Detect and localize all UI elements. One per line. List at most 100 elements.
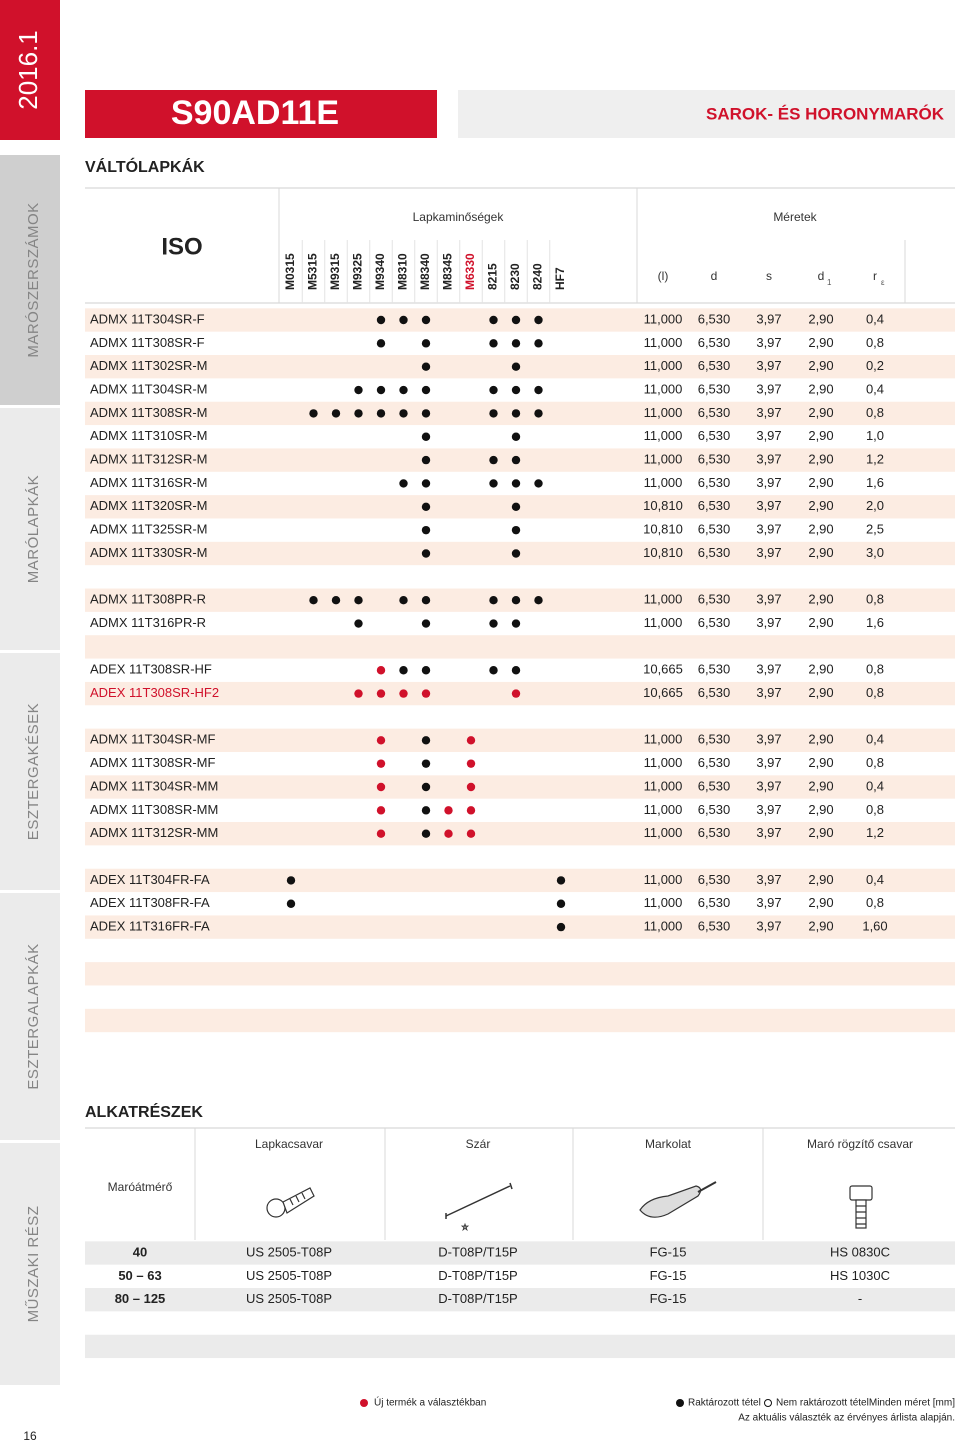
availability-dot xyxy=(421,736,431,745)
dimension: 2,90 xyxy=(808,358,833,373)
iso-code: ADMX 11T308PR-R xyxy=(90,592,206,607)
part-code: US 2505-T08P xyxy=(246,1244,332,1259)
dimension: 11,000 xyxy=(644,778,683,793)
part-code: US 2505-T08P xyxy=(246,1291,332,1306)
dimension: 6,530 xyxy=(698,335,731,350)
dimension: 11,000 xyxy=(644,872,683,887)
availability-dot xyxy=(511,525,521,535)
grade-name: M8345 xyxy=(441,253,455,290)
availability-dot xyxy=(511,315,521,325)
availability-dot xyxy=(376,736,386,745)
grade-name: M8340 xyxy=(418,253,432,290)
legend-dot-nonstock xyxy=(764,1399,772,1407)
dimension: 6,530 xyxy=(698,545,731,560)
section-tab-label: ESZTERGALAPKÁK xyxy=(25,943,42,1089)
legend-stock: Raktározott tétel xyxy=(688,1398,761,1409)
part-code: D-T08P/T15P xyxy=(438,1244,517,1259)
availability-dot xyxy=(511,619,521,628)
availability-dot xyxy=(421,782,431,792)
availability-dot xyxy=(466,782,476,792)
dimension: 3,97 xyxy=(756,452,781,467)
iso-code: ADMX 11T304SR-MF xyxy=(90,732,216,747)
dimension: 2,90 xyxy=(808,475,833,490)
dimension: 2,90 xyxy=(808,778,833,793)
availability-dot xyxy=(466,829,476,838)
dim-header: r xyxy=(873,269,877,283)
dimension: 3,97 xyxy=(756,802,781,817)
dimension: 2,90 xyxy=(808,335,833,350)
section-tab-label: MARÓSZERSZÁMOK xyxy=(25,202,42,357)
dimension: 6,530 xyxy=(698,311,731,326)
availability-dot xyxy=(421,619,431,628)
availability-dot xyxy=(376,689,386,698)
dimension: 11,000 xyxy=(644,358,683,373)
dimension: 6,530 xyxy=(698,778,731,793)
availability-dot xyxy=(286,876,296,885)
availability-dot xyxy=(489,409,498,418)
iso-code: ADMX 11T308SR-MF xyxy=(90,755,216,770)
dimension: 3,97 xyxy=(756,662,781,677)
product-box xyxy=(85,90,437,138)
sidebar-tab xyxy=(0,155,60,405)
availability-dot xyxy=(489,339,498,348)
dimension: 2,90 xyxy=(808,825,833,840)
dimension: 6,530 xyxy=(698,452,731,467)
dimension: 1,2 xyxy=(866,825,884,840)
dimension: 2,90 xyxy=(808,381,833,396)
availability-dot xyxy=(511,409,521,418)
dimension: 1,60 xyxy=(862,919,887,934)
iso-code: ADMX 11T312SR-M xyxy=(90,452,208,467)
dimension: 3,97 xyxy=(756,615,781,630)
availability-dot xyxy=(376,829,386,838)
category: SAROK- ÉS HORONYMARÓK xyxy=(706,104,945,123)
dimension: 2,90 xyxy=(808,311,833,326)
availability-dot xyxy=(376,385,386,395)
row-band xyxy=(85,635,955,659)
dimension: 11,000 xyxy=(644,802,683,817)
availability-dot xyxy=(556,876,566,885)
dimension: 6,530 xyxy=(698,358,731,373)
availability-dot xyxy=(421,549,431,558)
grade-name: M8310 xyxy=(396,253,410,290)
availability-dot xyxy=(376,806,386,815)
iso-code: ADMX 11T325SR-M xyxy=(90,522,208,537)
dimension: 1,0 xyxy=(866,428,884,443)
dimension: 0,8 xyxy=(866,405,884,420)
dimension: 2,90 xyxy=(808,522,833,537)
availability-dot xyxy=(376,409,386,418)
dimension: 6,530 xyxy=(698,381,731,396)
dimension: 3,97 xyxy=(756,381,781,396)
dimension: 3,97 xyxy=(756,755,781,770)
dimension: 10,665 xyxy=(643,685,683,700)
availability-dot xyxy=(421,432,431,441)
dimension: 6,530 xyxy=(698,825,731,840)
row-band xyxy=(85,868,955,893)
dimension: 3,97 xyxy=(756,895,781,910)
dimension: 1,2 xyxy=(866,452,884,467)
availability-dot xyxy=(534,315,543,325)
product-code: S90AD11E xyxy=(171,94,339,132)
dimension: 10,665 xyxy=(643,662,683,677)
dimension: 6,530 xyxy=(698,919,731,934)
dimension: 6,530 xyxy=(698,475,731,490)
availability-dot xyxy=(399,409,408,418)
dimension: 2,90 xyxy=(808,428,833,443)
part-column-header: Szár xyxy=(466,1137,491,1151)
iso-code: ADMX 11T330SR-M xyxy=(90,545,208,560)
part-code: FG-15 xyxy=(650,1244,687,1259)
bolt-icon xyxy=(849,1185,873,1229)
dimension: 2,0 xyxy=(866,498,884,513)
availability-dot xyxy=(489,479,498,488)
dimension: 3,97 xyxy=(756,358,781,373)
availability-dot xyxy=(489,666,498,675)
dimension: 6,530 xyxy=(698,732,731,747)
dimension: 6,530 xyxy=(698,662,731,677)
dimension: 2,90 xyxy=(808,755,833,770)
availability-dot xyxy=(511,666,521,675)
dimension: 11,000 xyxy=(644,311,683,326)
dimension: 6,530 xyxy=(698,895,731,910)
availability-dot xyxy=(421,689,431,698)
dimension: 3,0 xyxy=(866,545,884,560)
availability-dot xyxy=(376,339,386,348)
availability-dot xyxy=(511,549,521,558)
